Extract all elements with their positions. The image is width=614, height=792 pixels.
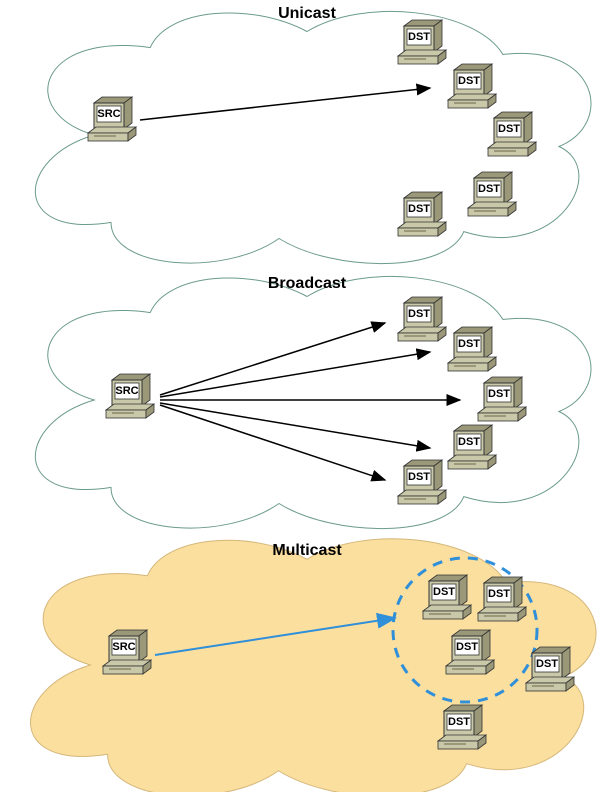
broadcast-title: Broadcast <box>268 275 347 292</box>
node-label: DST <box>458 436 480 448</box>
node-label: DST <box>458 338 480 350</box>
node-label: DST <box>478 183 500 195</box>
node-label: SRC <box>115 385 138 397</box>
node-label: SRC <box>112 641 135 653</box>
computer-dst-1: DST <box>448 64 496 108</box>
node-label: DST <box>448 716 470 728</box>
node-label: DST <box>458 75 480 87</box>
computer-dst-1: DST <box>448 327 496 371</box>
computer-dst-2: DST <box>488 112 536 156</box>
computer-dst-4: DST <box>438 705 486 749</box>
node-label: DST <box>408 308 430 320</box>
computer-src: SRC <box>88 97 136 141</box>
node-label: DST <box>536 658 558 670</box>
computer-dst-1: DST <box>478 577 526 621</box>
computer-src: SRC <box>103 630 151 674</box>
computer-src: SRC <box>106 374 154 418</box>
unicast-title: Unicast <box>278 5 336 22</box>
node-label: DST <box>456 641 478 653</box>
node-label: DST <box>488 588 510 600</box>
node-label: DST <box>488 388 510 400</box>
computer-dst-4: DST <box>398 192 446 236</box>
computer-dst-0: DST <box>398 297 446 341</box>
computer-dst-2: DST <box>478 377 526 421</box>
network-diagram: Unicast SRC DST DST DST DST DST Broadcast SRC DST… <box>0 0 614 792</box>
node-label: SRC <box>97 108 120 120</box>
computer-dst-3: DST <box>448 425 496 469</box>
node-label: DST <box>408 31 430 43</box>
computer-dst-4: DST <box>398 460 446 504</box>
computer-dst-0: DST <box>398 20 446 64</box>
multicast-title: Multicast <box>272 542 342 559</box>
node-label: DST <box>408 203 430 215</box>
computer-dst-2: DST <box>446 630 494 674</box>
node-label: DST <box>433 586 455 598</box>
node-label: DST <box>408 471 430 483</box>
computer-dst-3: DST <box>526 647 574 691</box>
computer-dst-3: DST <box>468 172 516 216</box>
node-label: DST <box>498 123 520 135</box>
computer-dst-0: DST <box>423 575 471 619</box>
